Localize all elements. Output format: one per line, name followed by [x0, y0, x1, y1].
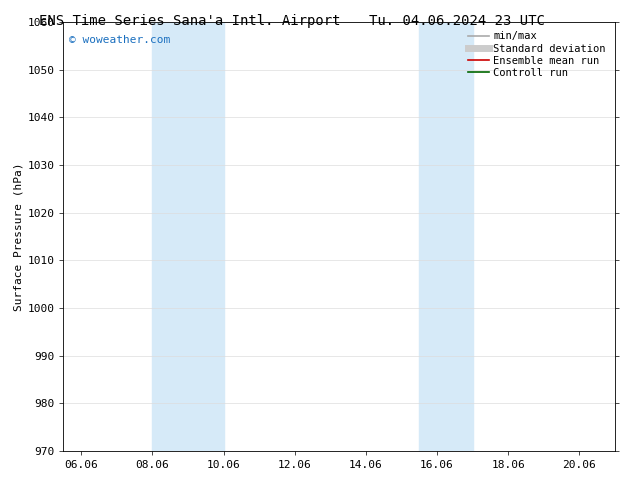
- Text: Tu. 04.06.2024 23 UTC: Tu. 04.06.2024 23 UTC: [368, 14, 545, 28]
- Bar: [419, 22, 472, 451]
- Text: ENS Time Series Sana'a Intl. Airport: ENS Time Series Sana'a Intl. Airport: [39, 14, 341, 28]
- Legend: min/max, Standard deviation, Ensemble mean run, Controll run: min/max, Standard deviation, Ensemble me…: [464, 27, 610, 82]
- Bar: [152, 22, 224, 451]
- Y-axis label: Surface Pressure (hPa): Surface Pressure (hPa): [13, 162, 23, 311]
- Text: © woweather.com: © woweather.com: [69, 35, 170, 45]
